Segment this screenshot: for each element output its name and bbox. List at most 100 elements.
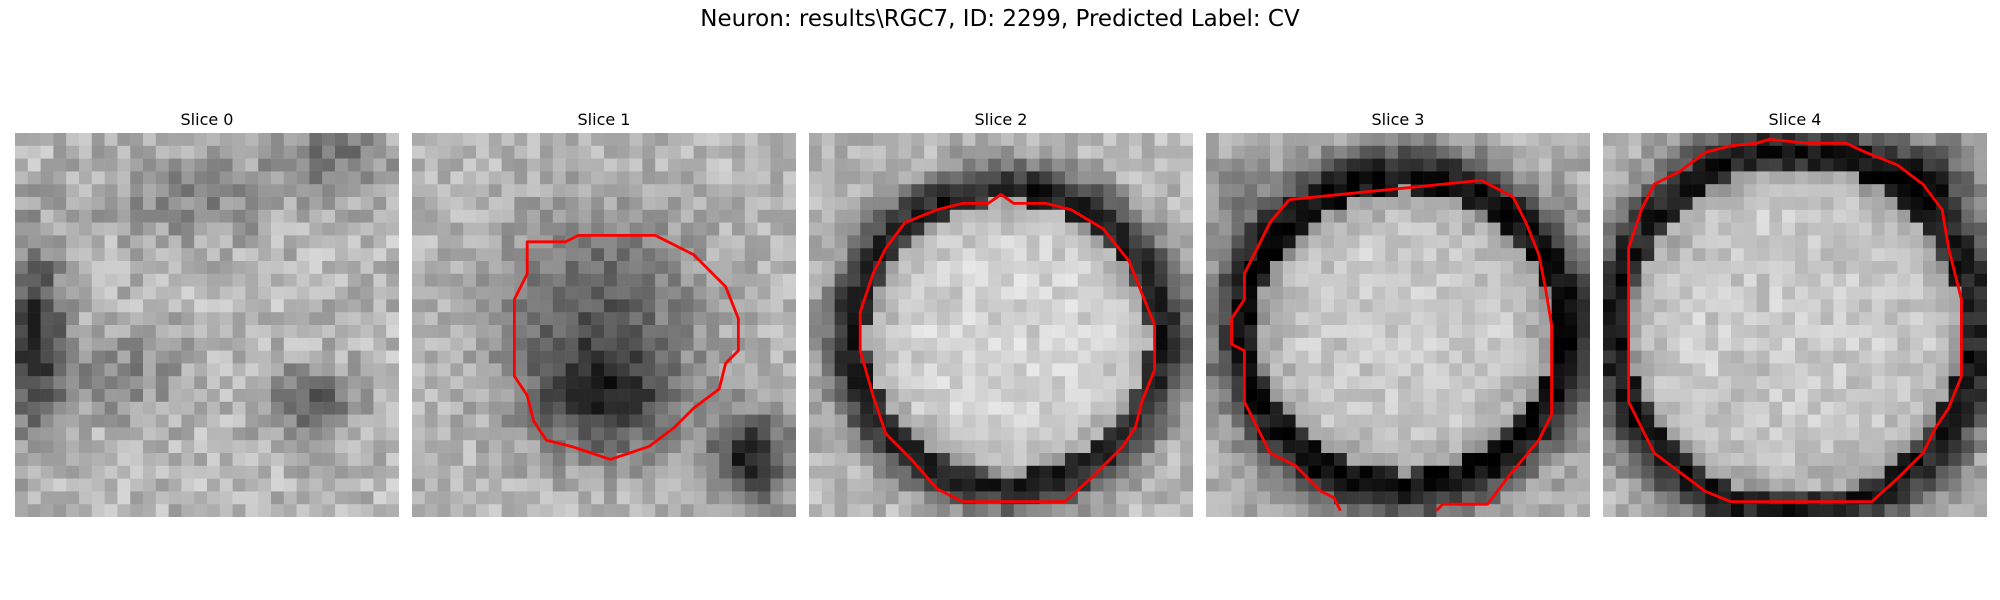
slice-pixel: [988, 261, 1002, 275]
slice-pixel: [821, 209, 835, 223]
slice-pixel: [1462, 312, 1476, 326]
slice-pixel: [1244, 133, 1258, 147]
slice-pixel: [1321, 209, 1335, 223]
slice-pixel: [1462, 401, 1476, 415]
slice-pixel: [1257, 171, 1271, 185]
slice-pixel: [1270, 414, 1284, 428]
slice-pixel: [1244, 235, 1258, 249]
slice-pixel: [194, 350, 208, 364]
slice-pixel: [66, 401, 80, 415]
slice-pixel: [706, 350, 720, 364]
slice-pixel: [706, 401, 720, 415]
slice-pixel: [604, 286, 618, 300]
slice-pixel: [1577, 491, 1590, 505]
slice-pixel: [412, 273, 426, 287]
slice-pixel: [834, 478, 848, 492]
slice-pixel: [488, 337, 502, 351]
slice-pixel: [437, 363, 451, 377]
slice-pixel: [1065, 197, 1079, 211]
slice-pixel: [79, 197, 93, 211]
slice-pixel: [975, 414, 989, 428]
slice-pixel: [1603, 222, 1617, 236]
slice-pixel: [1743, 414, 1757, 428]
slice-pixel: [1423, 414, 1437, 428]
slice-pixel: [1116, 312, 1130, 326]
slice-pixel: [1065, 440, 1079, 454]
slice-pixel: [1884, 337, 1898, 351]
slice-pixel: [604, 133, 618, 147]
slice-pixel: [104, 337, 118, 351]
slice-pixel: [15, 376, 29, 390]
slice-pixel: [668, 248, 682, 262]
slice-pixel: [207, 235, 221, 249]
slice-pixel: [412, 440, 426, 454]
slice-pixel: [1308, 363, 1322, 377]
slice-pixel: [1705, 465, 1719, 479]
slice-pixel: [1923, 337, 1937, 351]
slice-pixel: [706, 248, 720, 262]
slice-pixel: [732, 184, 746, 198]
slice-pixel: [1423, 453, 1437, 467]
slice-pixel: [386, 222, 399, 236]
slice-pixel: [1641, 478, 1655, 492]
slice-pixel: [770, 350, 784, 364]
slice-pixel: [1603, 158, 1617, 172]
slice-pixel: [488, 401, 502, 415]
slice-pixel: [219, 133, 233, 147]
slice-pixel: [1538, 440, 1552, 454]
slice-pixel: [373, 376, 387, 390]
slice-pixel: [1423, 209, 1437, 223]
slice-pixel: [809, 427, 823, 441]
slice-pixel: [732, 350, 746, 364]
slice-pixel: [245, 350, 259, 364]
slice-pixel: [514, 427, 528, 441]
slice-pixel: [53, 171, 67, 185]
slice-pixel: [962, 401, 976, 415]
slice-pixel: [386, 376, 399, 390]
slice-pixel: [1731, 440, 1745, 454]
slice-pixel: [1270, 273, 1284, 287]
slice-pixel: [1129, 363, 1143, 377]
slice-pixel: [1052, 376, 1066, 390]
slice-pixel: [1923, 389, 1937, 403]
slice-pixel: [1359, 222, 1373, 236]
slice-pixel: [1705, 478, 1719, 492]
slice-pixel: [1718, 286, 1732, 300]
slice-pixel: [757, 184, 771, 198]
slice-pixel: [347, 197, 361, 211]
slice-pixel: [1321, 389, 1335, 403]
slice-pixel: [885, 209, 899, 223]
slice-pixel: [181, 209, 195, 223]
slice-pixel: [1910, 184, 1924, 198]
slice-pixel: [1321, 453, 1335, 467]
slice-pixel: [1615, 453, 1629, 467]
slice-pixel: [1372, 248, 1386, 262]
slice-pixel: [1065, 158, 1079, 172]
slice-pixel: [591, 376, 605, 390]
slice-pixel: [757, 453, 771, 467]
slice-pixel: [783, 273, 796, 287]
slice-pixel: [15, 363, 29, 377]
slice-pixel: [1718, 478, 1732, 492]
slice-pixel: [1500, 273, 1514, 287]
slice-pixel: [937, 414, 951, 428]
slice-pixel: [1884, 171, 1898, 185]
slice-pixel: [1871, 465, 1885, 479]
slice-pixel: [463, 235, 477, 249]
slice-pixel: [1897, 286, 1911, 300]
slice-pixel: [373, 197, 387, 211]
slice-pixel: [386, 363, 399, 377]
slice-pixel: [988, 478, 1002, 492]
slice-pixel: [1231, 325, 1245, 339]
slice-pixel: [873, 158, 887, 172]
slice-pixel: [1551, 222, 1565, 236]
slice-pixel: [66, 222, 80, 236]
slice-pixel: [91, 478, 105, 492]
slice-pixel: [501, 363, 515, 377]
slice-pixel: [181, 504, 195, 517]
slice-pixel: [1206, 273, 1220, 287]
slice-pixel: [821, 299, 835, 313]
slice-pixel: [1743, 222, 1757, 236]
slice-pixel: [1346, 325, 1360, 339]
slice-pixel: [668, 209, 682, 223]
